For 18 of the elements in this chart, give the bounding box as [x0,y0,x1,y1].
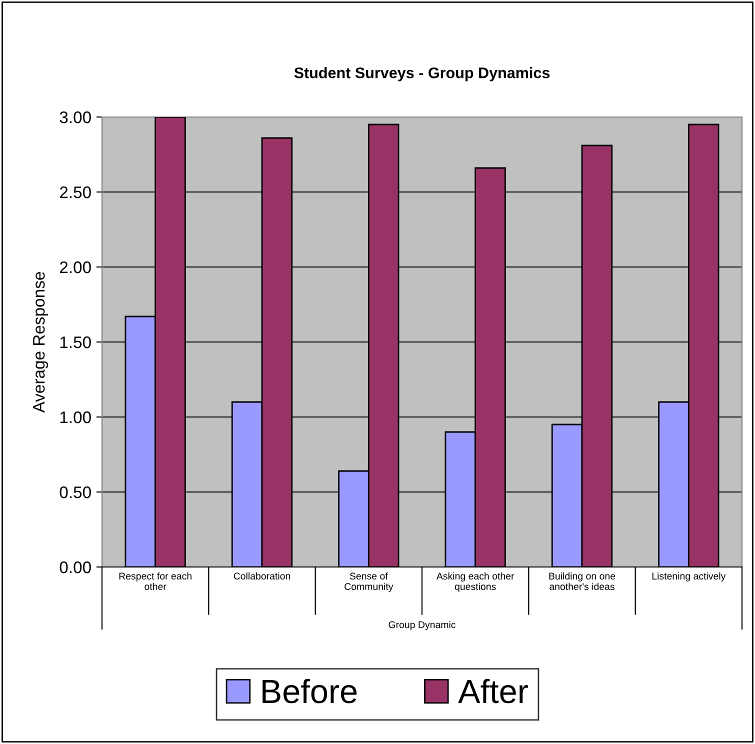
x-tick-label: Listening actively [652,572,726,582]
legend-label: After [458,678,528,704]
y-tick-label: 0.00 [60,561,91,574]
y-tick-label: 2.50 [60,186,91,198]
y-tick-label: 1.00 [60,411,91,424]
x-tick-label: Asking each other questions [436,572,514,592]
x-tick-label: Respect for each other [119,572,192,590]
y-tick-label: 0.50 [60,486,91,498]
y-axis-title: Average Response [33,272,48,413]
x-tick-label: Sense of Community [344,572,394,592]
y-tick-label: 2.00 [60,261,91,274]
chart-title: Student Surveys - Group Dynamics [294,67,550,82]
y-tick-label: 1.50 [60,336,91,348]
x-tick-label: Building on one another's ideas [549,572,616,590]
legend-label: Before [262,678,357,704]
x-tick-label: Collaboration [234,572,290,580]
y-tick-label: 3.00 [60,111,91,124]
x-axis-title: Group Dynamic [388,621,456,630]
